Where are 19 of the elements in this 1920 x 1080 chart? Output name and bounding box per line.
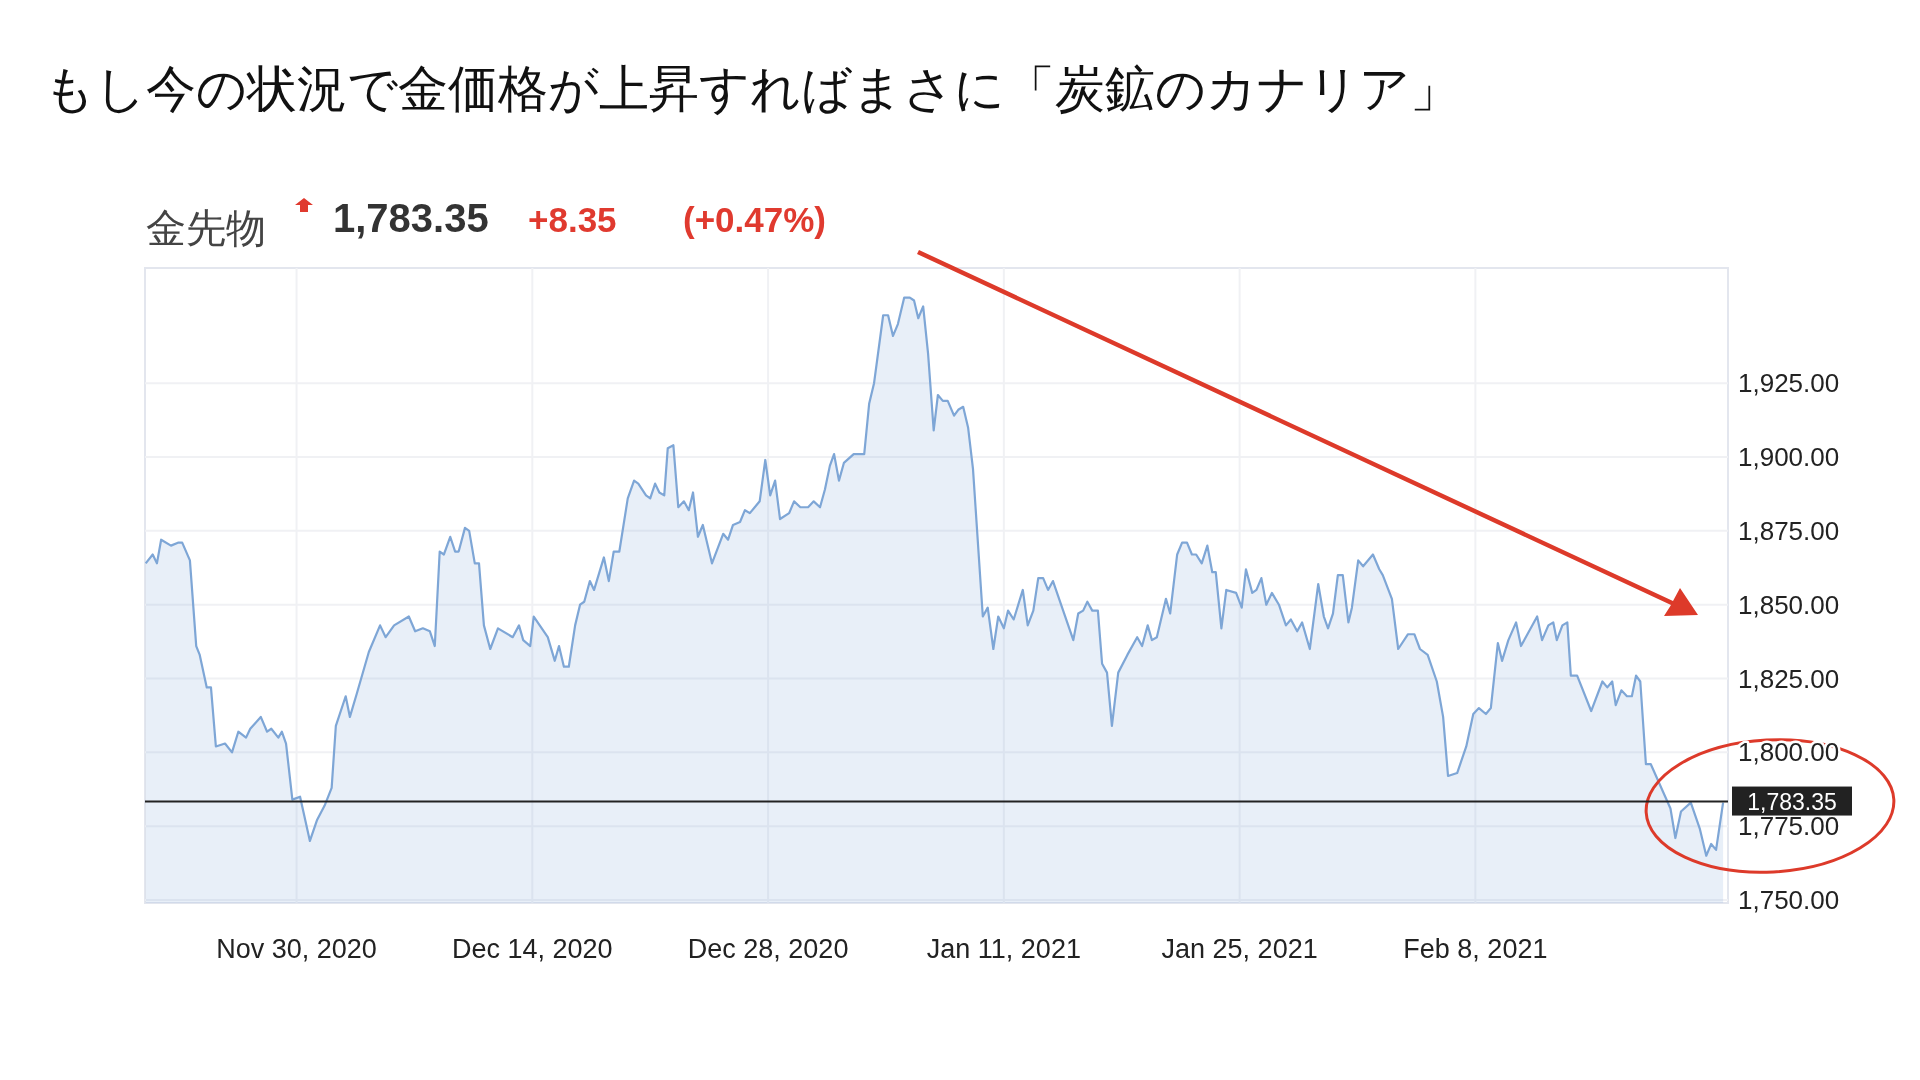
text: (+0.47%) (683, 200, 826, 239)
text: +8.35 (528, 200, 617, 239)
y-tick-label: 1,750.00 (1738, 885, 1840, 916)
x-tick-label: Feb 8, 2021 (1403, 934, 1548, 964)
chart-title: もし今の状況で金価格が上昇すればまさに「炭鉱のカナリア」 (44, 61, 1460, 117)
text: 1,783.35 (333, 196, 489, 240)
x-tick-label: Dec 28, 2020 (687, 934, 849, 964)
y-tick-label: 1,825.00 (1738, 663, 1840, 694)
x-tick-label: Jan 11, 2021 (926, 934, 1081, 964)
y-tick-label: 1,875.00 (1738, 515, 1840, 546)
chart-subtitle: 金先物 (146, 206, 266, 250)
y-tick-label: 1,850.00 (1738, 589, 1840, 620)
y-tick-label: 1,800.00 (1738, 737, 1840, 768)
x-tick-label: Jan 25, 2021 (1161, 934, 1318, 964)
ref-line-label: 1,783.35 (1747, 788, 1837, 815)
x-tick-label: Nov 30, 2020 (216, 934, 377, 964)
x-tick-label: Dec 14, 2020 (452, 934, 613, 964)
y-tick-label: 1,925.00 (1738, 368, 1840, 399)
y-tick-label: 1,900.00 (1738, 442, 1840, 473)
